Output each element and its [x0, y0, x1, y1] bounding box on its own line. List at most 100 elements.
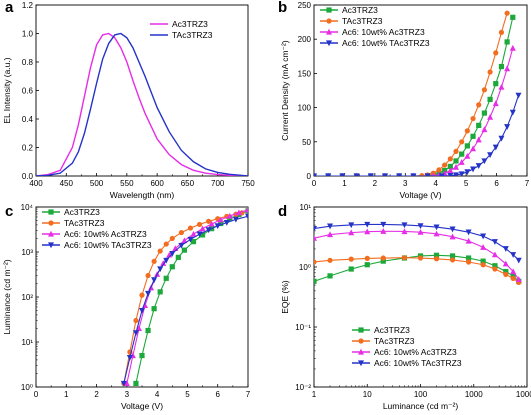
data-point [218, 220, 224, 227]
data-point [464, 169, 471, 176]
data-point [181, 247, 187, 253]
data-point [380, 228, 387, 234]
data-point [314, 278, 317, 284]
data-point [126, 355, 133, 361]
data-point [449, 253, 456, 259]
data-point [199, 225, 206, 232]
y-tick-label: 0.6 [22, 87, 34, 96]
data-point [348, 222, 355, 229]
data-point [433, 230, 440, 237]
data-point [453, 172, 459, 176]
data-point [470, 166, 477, 173]
data-point [510, 268, 517, 275]
data-point [133, 317, 139, 324]
series-3 [314, 221, 522, 264]
data-point [314, 173, 317, 176]
legend-marker [326, 18, 332, 24]
x-tick-label: 6 [215, 390, 220, 399]
x-tick-label: 600 [150, 179, 164, 188]
data-point [515, 92, 522, 99]
legend-label: TAc3TRZ3 [374, 336, 415, 346]
x-tick-label: 1000 [465, 390, 483, 399]
data-point [163, 257, 170, 264]
data-point [190, 239, 197, 245]
data-point [157, 266, 164, 273]
data-point [205, 227, 212, 234]
panel-b: b 0 1 2 3 4 5 6 7 0 50 100 150 200 250 Voltage (V) Curre… [278, 0, 530, 200]
data-point [169, 251, 176, 257]
data-point [493, 81, 499, 87]
x-tick-label: 10000 [516, 390, 531, 399]
series-3 [120, 213, 248, 387]
data-point [436, 167, 442, 173]
legend-label: Ac3TRZ3 [374, 325, 410, 335]
data-point [232, 216, 239, 223]
data-point [353, 173, 360, 176]
series-2 [314, 228, 522, 282]
legend-marker [326, 7, 332, 13]
data-point [314, 259, 317, 265]
data-point [509, 44, 516, 51]
series-line [314, 257, 520, 283]
data-point [510, 275, 516, 282]
data-point [453, 158, 459, 164]
x-axis-label: Wavelength (nm) [110, 190, 175, 200]
data-point [470, 115, 476, 122]
data-point [348, 229, 355, 236]
x-tick-label: 6 [494, 179, 499, 188]
data-point [458, 159, 465, 165]
y-axis-label: EL Intensity (a.u.) [2, 57, 12, 123]
legend-label: Ac6: 10wt% TAc3TRZ3 [374, 358, 462, 368]
legend-label: Ac3TRZ3 [64, 207, 100, 217]
data-point [120, 380, 127, 387]
data-point [417, 223, 424, 230]
data-point [509, 109, 516, 116]
data-point [504, 10, 510, 16]
panel-letter: c [5, 203, 13, 220]
data-point [380, 221, 387, 228]
x-tick-label: 550 [120, 179, 134, 188]
legend-marker [326, 28, 332, 35]
data-point [447, 163, 453, 170]
data-point [160, 260, 167, 266]
legend-marker [48, 242, 54, 249]
data-point [145, 290, 152, 297]
series-line [36, 32, 248, 176]
legend-marker [48, 230, 54, 237]
x-axis-label: Voltage (V) [121, 401, 163, 411]
legend-label: TAc3TRZ3 [342, 16, 383, 26]
data-point [487, 96, 493, 102]
data-point [476, 122, 482, 128]
data-point [433, 224, 440, 231]
data-point [498, 29, 505, 35]
x-tick-label: 400 [29, 179, 43, 188]
data-point [178, 242, 185, 249]
series-line [314, 13, 508, 176]
data-point [470, 133, 476, 139]
x-tick-label: 100 [414, 390, 428, 399]
data-point [327, 273, 333, 279]
x-tick-label: 650 [181, 179, 195, 188]
y-tick-label: 1.2 [22, 1, 34, 10]
data-point [190, 230, 197, 237]
data-point [235, 209, 242, 216]
legend-label: TAc3TRZ3 [64, 218, 105, 228]
data-point [208, 220, 215, 227]
x-tick-label: 7 [246, 390, 251, 399]
data-point [510, 14, 516, 20]
x-tick-label: 4 [155, 390, 160, 399]
data-point [424, 173, 431, 176]
data-point [480, 244, 487, 250]
x-tick-label: 700 [211, 179, 225, 188]
legend-marker [358, 348, 364, 355]
data-point [401, 228, 408, 235]
data-point [459, 151, 465, 157]
x-tick-label: 4 [433, 179, 438, 188]
series-line [314, 47, 514, 176]
data-point [169, 264, 175, 270]
series-line [314, 223, 520, 261]
data-point [464, 152, 471, 159]
data-point [196, 221, 203, 228]
y-tick-label: 10⁻¹ [295, 323, 311, 332]
